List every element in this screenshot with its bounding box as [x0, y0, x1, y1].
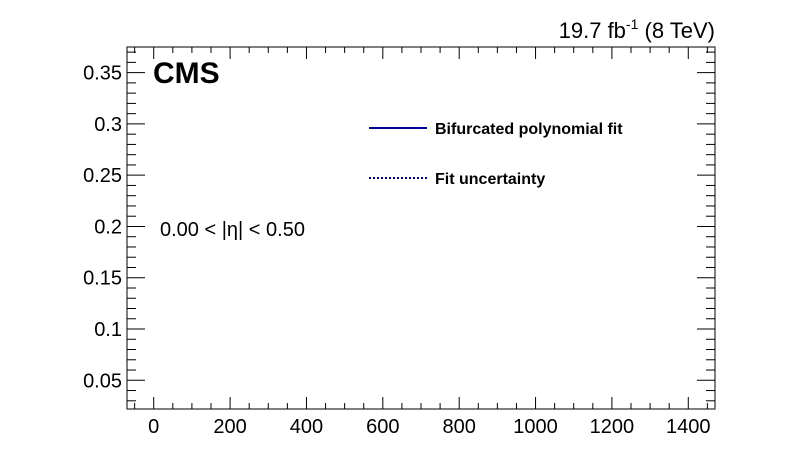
- axis-tick-labels: 0 200 400 600 800 1000 1200 1400 0.05 0.1 0.15 0.2 0…: [83, 63, 710, 438]
- y-tick-label: 0.3: [94, 114, 122, 136]
- x-tick-label: 400: [290, 416, 323, 438]
- x-tick-label: 1200: [590, 416, 635, 438]
- legend-label-bifurcated-fit: Bifurcated polynomial fit: [435, 121, 623, 138]
- y-tick-label: 0.2: [94, 216, 122, 238]
- y-tick-label: 0.15: [83, 268, 122, 290]
- legend-label-fit-uncertainty: Fit uncertainty: [435, 171, 545, 188]
- y-tick-label: 0.25: [83, 165, 122, 187]
- x-tick-label: 0: [148, 416, 159, 438]
- x-tick-label: 1400: [666, 416, 711, 438]
- y-tick-label: 0.05: [83, 370, 122, 392]
- x-tick-label: 800: [442, 416, 475, 438]
- y-tick-label: 0.35: [83, 63, 122, 85]
- x-tick-label: 1000: [513, 416, 558, 438]
- y-tick-label: 0.1: [94, 319, 122, 341]
- x-tick-label: 600: [366, 416, 399, 438]
- experiment-label: CMS: [153, 57, 220, 90]
- axis-ticks: [127, 47, 715, 409]
- x-tick-label: 200: [213, 416, 246, 438]
- lumi-label: 19.7 fb-1 (8 TeV): [559, 16, 715, 43]
- eta-range-annotation: 0.00 < |η| < 0.50: [160, 219, 305, 241]
